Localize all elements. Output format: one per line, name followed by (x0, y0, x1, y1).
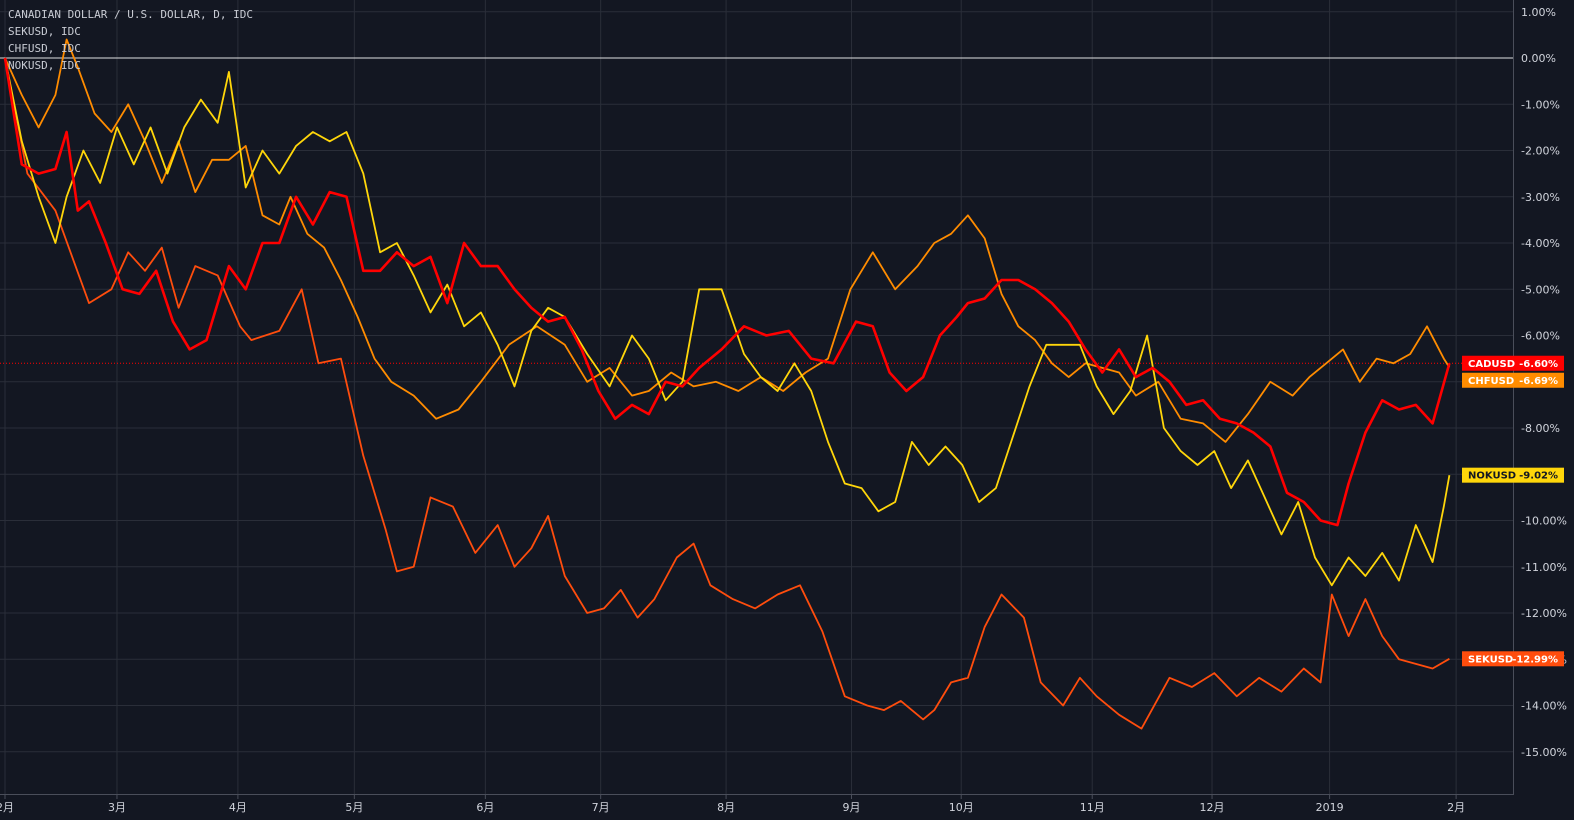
x-tick-label: 5月 (345, 801, 363, 814)
series-line-nokusd[interactable] (4, 57, 1451, 587)
y-tick-label: -15.00% (1521, 746, 1567, 759)
y-tick-label: -12.00% (1521, 607, 1567, 620)
reference-lines (0, 57, 1513, 364)
tag-value-nokusd: -9.02% (1519, 471, 1558, 482)
series-line-cadusd[interactable] (3, 57, 1451, 527)
y-tick-label: -8.00% (1521, 422, 1560, 435)
x-tick-label: 3月 (108, 801, 126, 814)
y-tick-label: -3.00% (1521, 191, 1560, 204)
tag-label-chfusd: CHFUSD (1468, 376, 1514, 387)
x-tick-label: 6月 (476, 801, 494, 814)
y-tick-label: -2.00% (1521, 145, 1560, 158)
y-tick-label: -5.00% (1521, 283, 1560, 296)
x-tick-label: 2月 (1447, 801, 1465, 814)
x-tick-label: 8月 (717, 801, 735, 814)
legend: CANADIAN DOLLAR / U.S. DOLLAR, D, IDC SE… (8, 6, 253, 74)
x-tick-label: 10月 (949, 801, 974, 814)
grid (0, 0, 1513, 795)
y-tick-label: -1.00% (1521, 98, 1560, 111)
time-axis[interactable]: 2月 3月 4月 5月 6月 7月 8月 9月 10月 11月 12月 2019 2月 (0, 795, 1465, 814)
legend-sekusd[interactable]: SEKUSD, IDC (8, 25, 81, 38)
x-tick-label: 11月 (1080, 801, 1105, 814)
x-tick-label: 2月 (0, 801, 14, 814)
x-tick-label: 9月 (842, 801, 860, 814)
series-line-sekusd[interactable] (4, 57, 1450, 730)
y-tick-label: -14.00% (1521, 700, 1567, 713)
y-tick-label: -11.00% (1521, 561, 1567, 574)
y-tick-label: 0.00% (1521, 52, 1556, 65)
tag-value-cadusd: -6.60% (1519, 359, 1558, 370)
legend-main-symbol[interactable]: CANADIAN DOLLAR / U.S. DOLLAR, D, IDC (8, 8, 254, 21)
tag-label-cadusd: CADUSD (1468, 359, 1515, 370)
x-tick-label: 7月 (592, 801, 610, 814)
legend-chfusd[interactable]: CHFUSD, IDC (8, 42, 81, 55)
tag-chfusd (1462, 372, 1564, 388)
series-group[interactable] (3, 38, 1451, 730)
x-tick-label: 12月 (1200, 801, 1225, 814)
y-tick-label: -6.00% (1521, 330, 1560, 343)
y-tick-label: 1.00% (1521, 6, 1556, 19)
y-tick-label: -4.00% (1521, 237, 1560, 250)
last-value-tags: CADUSD -6.60% CHFUSD -6.69% NOKUSD -9.02% SEKU… (1462, 355, 1564, 667)
x-tick-label: 4月 (229, 801, 247, 814)
tag-cadusd (1462, 355, 1564, 371)
tag-label-sekusd: SEKUSD (1468, 654, 1513, 665)
tag-value-chfusd: -6.69% (1519, 376, 1558, 387)
tag-nokusd (1462, 467, 1564, 483)
tag-sekusd (1462, 651, 1564, 667)
series-line-chfusd[interactable] (4, 38, 1451, 443)
tag-label-nokusd: NOKUSD (1468, 471, 1516, 482)
tag-value-sekusd: -12.99% (1512, 654, 1558, 665)
x-tick-label: 2019 (1316, 801, 1344, 814)
legend-nokusd[interactable]: NOKUSD, IDC (8, 59, 81, 72)
y-tick-label: -10.00% (1521, 515, 1567, 528)
